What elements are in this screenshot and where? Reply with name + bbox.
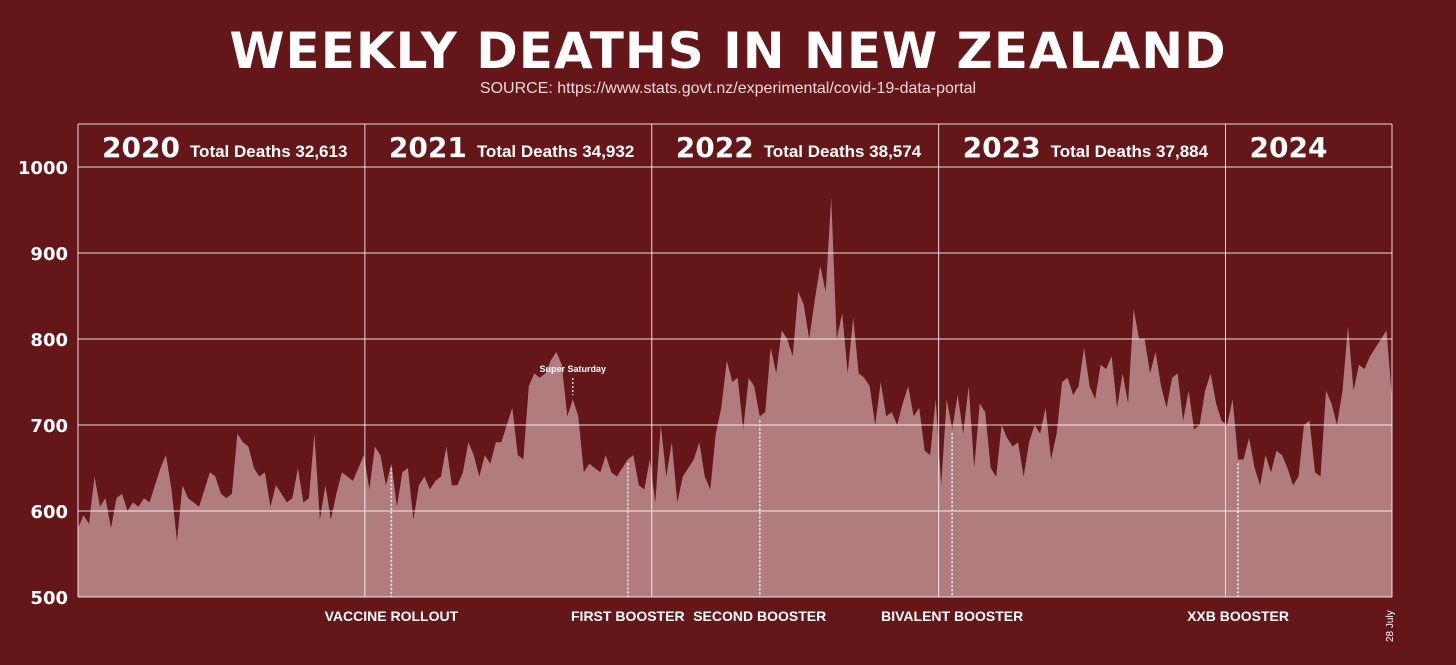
y-tick-label-1000: 1000	[18, 158, 68, 179]
total-deaths-2020: Total Deaths 32,613	[190, 142, 347, 161]
y-tick-label-600: 600	[30, 502, 68, 523]
total-deaths-2023: Total Deaths 37,884	[1051, 142, 1209, 161]
event-label-0: VACCINE ROLLOUT	[325, 608, 459, 624]
chart-title: WEEKLY DEATHS IN NEW ZEALAND	[229, 22, 1227, 80]
event-label-3: BIVALENT BOOSTER	[881, 608, 1023, 624]
event-label-1: FIRST BOOSTER	[571, 608, 685, 624]
year-label-2020: 2020	[102, 131, 180, 164]
y-tick-label-900: 900	[30, 244, 68, 265]
end-date-label: 28 July	[1385, 610, 1396, 642]
y-tick-label-800: 800	[30, 330, 68, 351]
area-series	[78, 197, 1392, 597]
year-label-2022: 2022	[676, 131, 754, 164]
y-tick-label-500: 500	[30, 588, 68, 609]
event-label-4: XXB BOOSTER	[1187, 608, 1289, 624]
year-label-2024: 2024	[1250, 131, 1328, 164]
total-deaths-2022: Total Deaths 38,574	[764, 142, 922, 161]
year-label-2021: 2021	[389, 131, 467, 164]
annotation-label: Super Saturday	[540, 364, 607, 374]
year-label-2023: 2023	[963, 131, 1041, 164]
event-label-2: SECOND BOOSTER	[693, 608, 826, 624]
y-tick-label-700: 700	[30, 416, 68, 437]
total-deaths-2021: Total Deaths 34,932	[477, 142, 634, 161]
chart-subtitle: SOURCE: https://www.stats.govt.nz/experi…	[479, 80, 977, 97]
